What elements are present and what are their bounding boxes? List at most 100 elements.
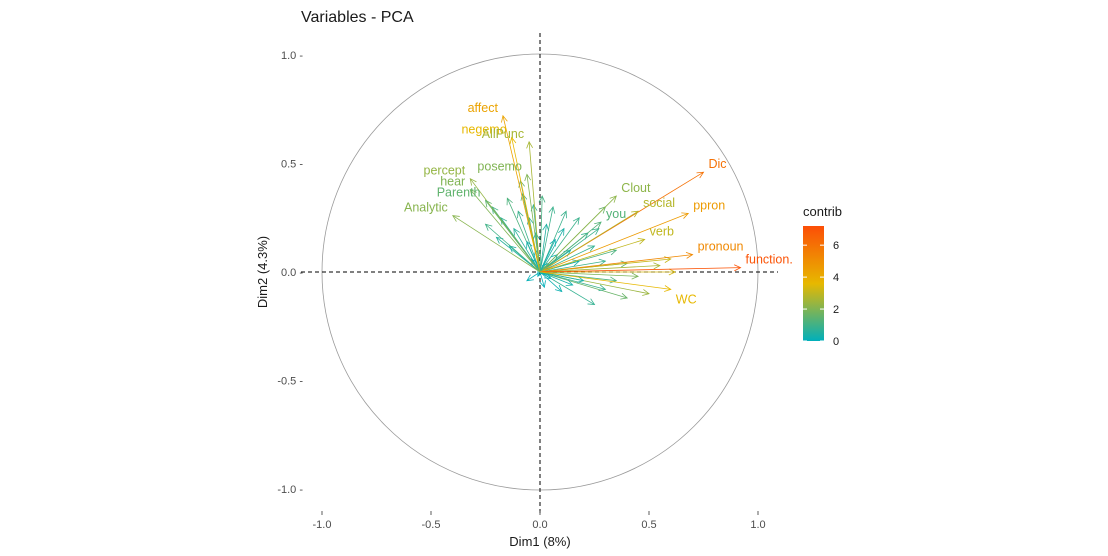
variable-label: you [606, 207, 626, 221]
arrow-head [469, 188, 477, 197]
arrow-shaft [539, 196, 543, 273]
arrow-head [572, 217, 580, 225]
arrow-head [576, 276, 585, 283]
variable-label: verb [650, 224, 674, 238]
legend-tick-label: 0 [833, 336, 839, 348]
arrow-head [548, 205, 556, 214]
arrow-shaft [539, 213, 689, 273]
variable-arrow [526, 240, 541, 273]
arrow-shaft [539, 271, 671, 290]
arrow-head [543, 272, 552, 279]
arrow-shaft [539, 254, 693, 273]
variable-arrow-posemo [524, 173, 541, 273]
arrow-shaft [539, 245, 595, 273]
arrow-shaft [539, 221, 602, 273]
arrow-shaft [539, 228, 600, 273]
variable-arrow [484, 223, 541, 273]
legend-colorbar [803, 226, 824, 341]
variable-arrow-negemo [509, 136, 541, 273]
variable-arrow [539, 262, 661, 273]
arrow-head [631, 272, 640, 280]
arrow-head [587, 298, 596, 306]
variable-label: hear [440, 175, 465, 189]
y-axis-title: Dim2 (4.3%) [255, 236, 270, 308]
arrow-shaft [496, 236, 541, 273]
arrow-head [491, 206, 499, 214]
arrow-head [530, 258, 538, 266]
arrow-head [538, 195, 546, 203]
variable-label: affect [468, 101, 499, 115]
variable-arrow-pronoun [539, 251, 694, 273]
arrow-head [620, 293, 629, 300]
variable-arrow [538, 195, 546, 273]
arrow-shaft [528, 141, 541, 273]
arrow-head [565, 279, 574, 286]
arrow-head [696, 171, 705, 179]
arrow-head [591, 228, 600, 235]
y-tick-label: 0.0 - [281, 267, 303, 279]
arrow-head [542, 223, 550, 232]
arrow-shaft [539, 271, 563, 292]
variable-label: Parenth [437, 185, 481, 199]
variable-arrow [539, 217, 580, 273]
arrow-shaft [539, 210, 639, 273]
arrow-shaft [539, 265, 660, 273]
arrow-head [506, 197, 513, 206]
arrow-shaft [539, 217, 580, 273]
arrow-head [653, 262, 661, 270]
x-tick-label: 0.0 [532, 519, 547, 531]
y-axis-ticks: -1.0 - -0.5 - 0.0 - 0.5 - 1.0 - [277, 50, 303, 496]
arrow-head [452, 215, 460, 222]
y-tick-label: 1.0 - [281, 50, 303, 62]
arrow-head [637, 238, 646, 245]
arrow-head [469, 177, 477, 186]
arrow-head [594, 221, 602, 229]
arrow-shaft [452, 215, 541, 273]
arrow-head [558, 227, 565, 236]
arrow-head [513, 227, 520, 236]
variable-arrow [539, 258, 607, 273]
x-tick-label: 1.0 [750, 519, 765, 531]
variable-arrow [539, 271, 574, 286]
arrow-head [560, 210, 567, 219]
arrow-head [509, 136, 517, 145]
variable-label: Analytic [404, 201, 448, 215]
arrow-head [631, 210, 639, 218]
x-axis-ticks: -1.0 -0.5 0.0 0.5 1.0 [313, 511, 766, 531]
arrow-shaft [539, 267, 741, 273]
arrow-head [526, 240, 533, 249]
legend-tick-label: 4 [833, 272, 839, 284]
legend-ticks: 0 2 4 6 [803, 240, 839, 348]
y-tick-label: 0.5 - [281, 159, 303, 171]
variable-label: ppron [693, 198, 725, 212]
variable-arrow [539, 228, 600, 273]
variable-arrow [539, 271, 563, 293]
x-tick-label: -1.0 [313, 519, 332, 531]
variable-arrow [539, 223, 550, 273]
y-tick-label: -0.5 - [277, 376, 303, 388]
arrow-head [734, 264, 742, 272]
arrow-head [664, 285, 672, 292]
arrow-head [587, 245, 596, 252]
arrow-shaft [469, 189, 541, 273]
variable-label: Clout [621, 181, 651, 195]
arrow-head [524, 173, 532, 182]
arrow-shaft [539, 271, 628, 299]
variable-arrow-parenth [484, 199, 541, 273]
variable-label: pronoun [698, 240, 744, 254]
variable-arrow-affect [501, 114, 541, 273]
variable-arrow [513, 227, 541, 273]
variable-arrow-social [539, 210, 639, 273]
variable-arrow [539, 245, 596, 273]
arrow-shaft [513, 228, 541, 273]
arrow-head [508, 245, 517, 253]
arrow-shaft [526, 174, 541, 273]
legend: contrib 0 2 4 6 [803, 204, 842, 348]
labeled-arrows [452, 114, 742, 292]
arrow-head [681, 212, 690, 219]
variable-arrow-clout [539, 195, 617, 273]
arrow-shaft [539, 271, 606, 290]
arrow-head [554, 284, 563, 293]
